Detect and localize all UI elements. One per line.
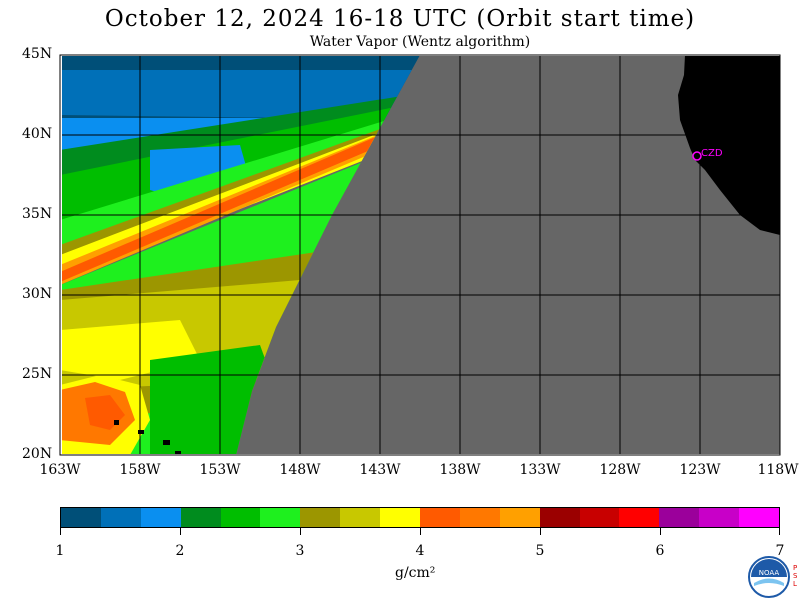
colorbar-segment	[420, 508, 460, 527]
longitude-label: 138W	[439, 462, 481, 478]
colorbar-tick-label: 7	[775, 543, 785, 559]
colorbar-segment	[340, 508, 381, 527]
island	[138, 430, 144, 434]
colorbar	[60, 507, 780, 528]
california-coast	[678, 56, 780, 235]
grid-lines	[62, 56, 780, 454]
colorbar-tick	[420, 527, 421, 535]
psl-side-text: PSL	[793, 564, 798, 588]
colorbar-tick	[660, 527, 661, 535]
island	[163, 440, 170, 445]
colorbar-segment	[459, 508, 500, 527]
station-marker	[692, 151, 702, 161]
colorbar-segment	[579, 508, 620, 527]
colorbar-segment	[659, 508, 700, 527]
longitude-label: 158W	[119, 462, 161, 478]
latitude-label: 45N	[22, 46, 53, 62]
colorbar-tick-label: 3	[295, 543, 305, 559]
swath-field	[62, 56, 420, 454]
longitude-label: 128W	[599, 462, 641, 478]
colorbar-tick-label: 6	[655, 543, 665, 559]
noaa-logo-text: NOAA	[759, 569, 780, 577]
island	[114, 420, 119, 425]
latitude-label: 35N	[22, 206, 53, 222]
colorbar-segment	[180, 508, 221, 527]
colorbar-segment	[539, 508, 580, 527]
map-subtitle: Water Vapor (Wentz algorithm)	[309, 34, 531, 50]
colorbar-tick	[779, 527, 780, 535]
colorbar-tick	[540, 527, 541, 535]
colorbar-segment	[300, 508, 341, 527]
colorbar-tick-label: 5	[535, 543, 545, 559]
colorbar-segment	[61, 508, 101, 527]
band-red-orange	[62, 133, 385, 282]
colorbar-segment	[699, 508, 740, 527]
longitude-label: 118W	[757, 462, 799, 478]
longitude-label: 143W	[359, 462, 401, 478]
colorbar-tick-label: 2	[175, 543, 185, 559]
colorbar-tick	[180, 527, 181, 535]
longitude-label: 153W	[199, 462, 241, 478]
colorbar-segment	[499, 508, 540, 527]
map-title: October 12, 2024 16-18 UTC (Orbit start …	[104, 6, 696, 32]
island	[175, 451, 181, 454]
colorbar-segment	[260, 508, 301, 527]
longitude-label: 123W	[679, 462, 721, 478]
longitude-label: 148W	[279, 462, 321, 478]
colorbar-segment	[100, 508, 141, 527]
latitude-label: 25N	[22, 366, 53, 382]
colorbar-segment	[739, 508, 780, 527]
colorbar-units: g/cm²	[395, 565, 436, 581]
colorbar-segment	[140, 508, 181, 527]
latitude-label: 30N	[22, 286, 53, 302]
colorbar-tick	[60, 527, 61, 535]
colorbar-tick-label: 1	[55, 543, 65, 559]
colorbar-segment	[619, 508, 660, 527]
noaa-logo: NOAA	[748, 556, 790, 598]
colorbar-segment	[220, 508, 261, 527]
colorbar-segment	[380, 508, 421, 527]
longitude-label: 163W	[39, 462, 81, 478]
longitude-label: 133W	[519, 462, 561, 478]
latitude-label: 20N	[22, 446, 53, 462]
station-label: CZD	[701, 148, 723, 159]
latitude-label: 40N	[22, 126, 53, 142]
colorbar-tick	[300, 527, 301, 535]
colorbar-tick-label: 4	[415, 543, 425, 559]
